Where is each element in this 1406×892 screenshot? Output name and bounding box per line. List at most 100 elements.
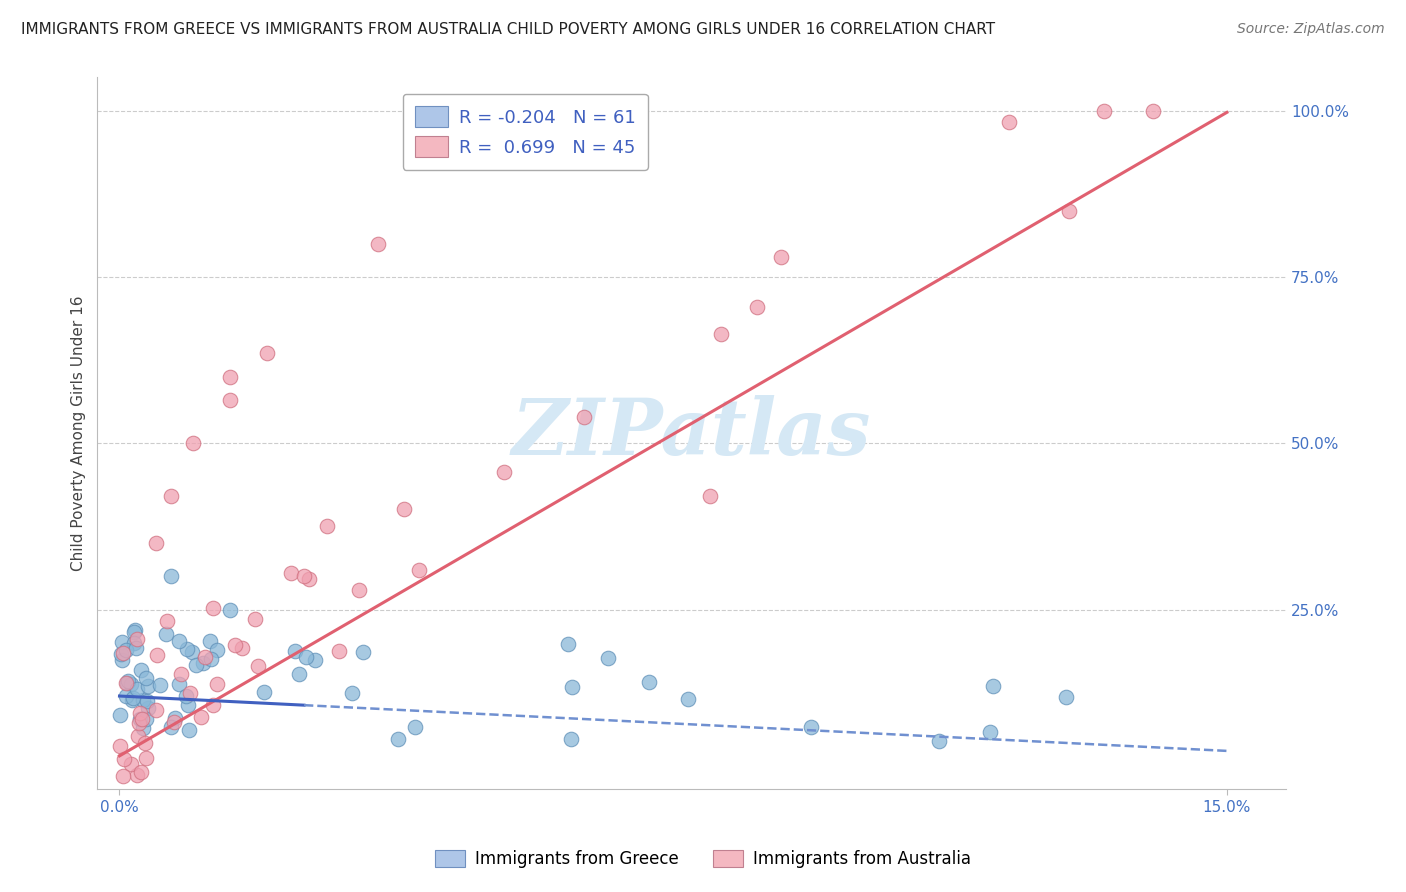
Point: [408, 563, 430, 577]
Point: [160, 490, 183, 504]
Point: [699, 490, 721, 504]
Point: [125, 641, 148, 656]
Point: [112, 647, 135, 661]
Point: [1142, 103, 1164, 118]
Point: [129, 764, 152, 779]
Point: [298, 572, 321, 586]
Point: [163, 711, 186, 725]
Point: [367, 236, 389, 251]
Point: [560, 731, 582, 746]
Point: [135, 671, 157, 685]
Point: [179, 686, 201, 700]
Text: Source: ZipAtlas.com: Source: ZipAtlas.com: [1237, 22, 1385, 37]
Point: [1057, 203, 1080, 218]
Point: [557, 638, 579, 652]
Point: [117, 674, 139, 689]
Point: [160, 569, 183, 583]
Point: [205, 643, 228, 657]
Point: [998, 115, 1021, 129]
Point: [136, 679, 159, 693]
Point: [177, 698, 200, 712]
Point: [710, 326, 733, 341]
Point: [163, 714, 186, 729]
Point: [280, 566, 302, 581]
Point: [392, 501, 415, 516]
Point: [135, 712, 157, 726]
Point: [134, 736, 156, 750]
Point: [114, 690, 136, 704]
Point: [127, 632, 149, 647]
Point: [352, 645, 374, 659]
Point: [174, 690, 197, 704]
Point: [115, 643, 138, 657]
Point: [492, 465, 515, 479]
Point: [295, 649, 318, 664]
Point: [155, 627, 177, 641]
Point: [167, 676, 190, 690]
Point: [387, 732, 409, 747]
Point: [340, 686, 363, 700]
Legend: Immigrants from Greece, Immigrants from Australia: Immigrants from Greece, Immigrants from …: [429, 843, 977, 875]
Point: [110, 739, 132, 754]
Point: [224, 638, 246, 652]
Point: [129, 663, 152, 677]
Point: [120, 756, 142, 771]
Point: [117, 675, 139, 690]
Point: [125, 768, 148, 782]
Point: [177, 723, 200, 738]
Point: [219, 392, 242, 407]
Text: ZIPatlas: ZIPatlas: [512, 395, 872, 472]
Point: [284, 644, 307, 658]
Point: [145, 648, 167, 662]
Point: [128, 712, 150, 726]
Point: [120, 676, 142, 690]
Point: [928, 733, 950, 747]
Point: [745, 300, 768, 314]
Point: [124, 624, 146, 638]
Point: [190, 710, 212, 724]
Point: [205, 677, 228, 691]
Point: [114, 675, 136, 690]
Point: [170, 666, 193, 681]
Point: [219, 602, 242, 616]
Point: [155, 614, 177, 628]
Point: [127, 730, 149, 744]
Y-axis label: Child Poverty Among Girls Under 16: Child Poverty Among Girls Under 16: [72, 295, 86, 571]
Point: [252, 685, 274, 699]
Point: [193, 656, 215, 670]
Point: [110, 647, 132, 661]
Point: [122, 636, 145, 650]
Point: [132, 693, 155, 707]
Point: [135, 750, 157, 764]
Point: [328, 644, 350, 658]
Point: [128, 706, 150, 721]
Point: [1054, 690, 1077, 704]
Point: [256, 346, 278, 360]
Point: [180, 645, 202, 659]
Point: [145, 703, 167, 717]
Point: [292, 569, 315, 583]
Point: [112, 769, 135, 783]
Point: [128, 715, 150, 730]
Point: [246, 658, 269, 673]
Text: IMMIGRANTS FROM GREECE VS IMMIGRANTS FROM AUSTRALIA CHILD POVERTY AMONG GIRLS UN: IMMIGRANTS FROM GREECE VS IMMIGRANTS FRO…: [21, 22, 995, 37]
Point: [572, 409, 595, 424]
Point: [800, 720, 823, 734]
Point: [131, 712, 153, 726]
Point: [243, 612, 266, 626]
Point: [127, 681, 149, 696]
Point: [194, 650, 217, 665]
Point: [121, 691, 143, 706]
Point: [638, 675, 661, 690]
Point: [112, 752, 135, 766]
Point: [316, 519, 339, 533]
Point: [111, 635, 134, 649]
Point: [231, 641, 253, 656]
Point: [111, 653, 134, 667]
Point: [287, 666, 309, 681]
Point: [202, 698, 225, 712]
Point: [198, 633, 221, 648]
Legend: R = -0.204   N = 61, R =  0.699   N = 45: R = -0.204 N = 61, R = 0.699 N = 45: [402, 94, 648, 169]
Point: [160, 720, 183, 734]
Point: [131, 721, 153, 735]
